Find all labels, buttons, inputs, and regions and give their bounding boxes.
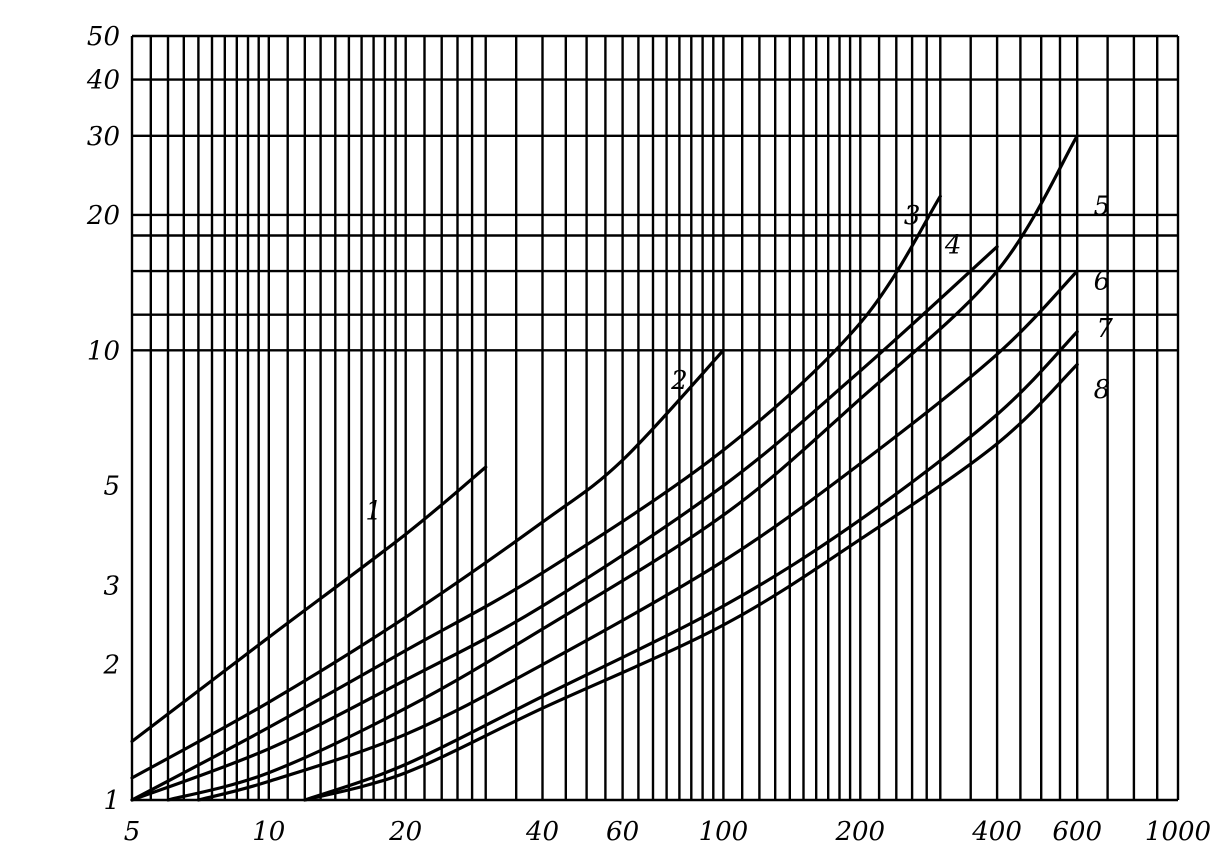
- y-tick-labels: 1 2 3 5 10 20 30 40 50: [86, 22, 120, 816]
- curve-label-3: 3: [904, 201, 921, 231]
- series-line-2: [130, 348, 725, 780]
- curve-label-7: 7: [1096, 314, 1113, 344]
- x-tick-label-5: 5: [124, 817, 141, 847]
- y-tick-label-3: 3: [103, 571, 120, 601]
- x-tick-label-20: 20: [388, 817, 422, 847]
- series-line-6: [196, 269, 1079, 802]
- x-tick-label-60: 60: [606, 817, 639, 847]
- curve-label-6: 6: [1094, 267, 1111, 297]
- x-tick-label-40: 40: [525, 817, 559, 847]
- curve-label-1: 1: [365, 497, 382, 527]
- y-tick-label-50: 50: [87, 22, 120, 52]
- curve-label-4: 4: [944, 230, 962, 260]
- y-gridlines: [132, 34, 1178, 802]
- series-line-3: [130, 194, 942, 802]
- series-line-1: [130, 465, 488, 743]
- series-line-4: [130, 245, 999, 802]
- x-tick-label-600: 600: [1052, 817, 1102, 847]
- x-tick-labels: 5 10 20 40 60 100 200 400 600 1000: [124, 817, 1211, 847]
- curve-label-2: 2: [670, 366, 688, 396]
- y-tick-label-5: 5: [103, 472, 120, 502]
- x-tick-label-200: 200: [834, 817, 885, 847]
- x-tick-label-10: 10: [252, 817, 285, 847]
- y-tick-label-10: 10: [87, 336, 120, 366]
- x-tick-label-100: 100: [699, 817, 749, 847]
- series-lines: [130, 134, 1079, 802]
- y-tick-label-20: 20: [86, 201, 120, 231]
- series-line-7: [303, 330, 1079, 802]
- y-tick-label-1: 1: [103, 786, 120, 816]
- y-tick-label-40: 40: [86, 66, 120, 96]
- curve-label-5: 5: [1094, 191, 1111, 221]
- x-tick-label-1000: 1000: [1145, 817, 1211, 847]
- series-line-8: [303, 362, 1079, 802]
- curve-labels: 1 2 34 5 6 7 8: [365, 191, 1113, 526]
- series-line-5: [166, 134, 1079, 802]
- curve-label-8: 8: [1094, 375, 1111, 405]
- y-tick-label-30: 30: [87, 122, 120, 152]
- x-tick-label-400: 400: [971, 817, 1022, 847]
- x-gridlines: [130, 36, 1180, 800]
- y-tick-label-2: 2: [102, 651, 120, 681]
